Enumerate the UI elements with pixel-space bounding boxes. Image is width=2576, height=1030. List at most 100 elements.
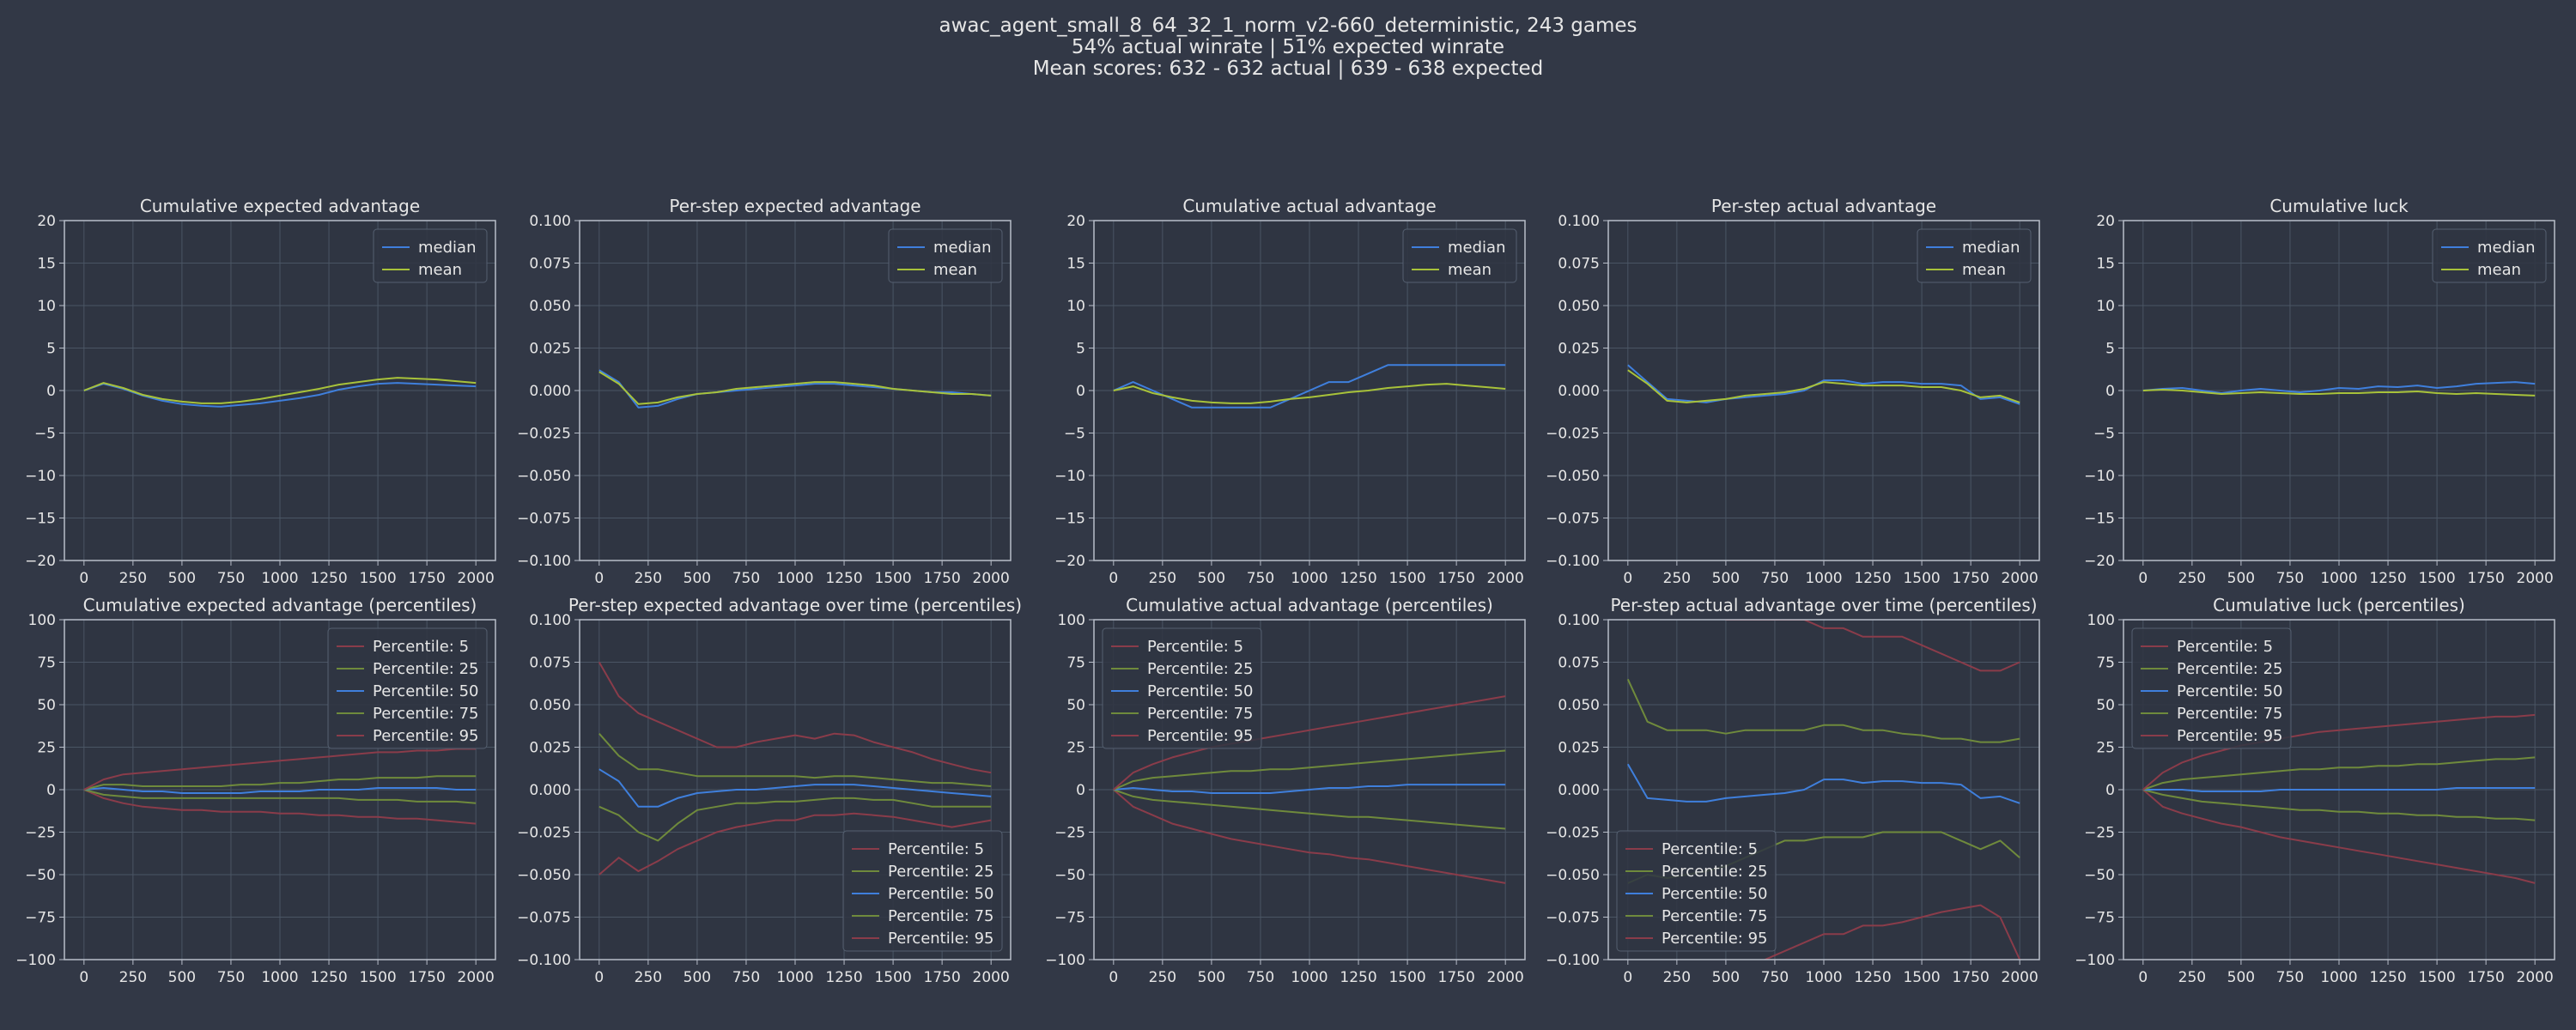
legend-label: Percentile: 50	[1662, 885, 1768, 903]
series-line-median	[2142, 381, 2536, 394]
y-tick-label: −0.100	[517, 553, 571, 570]
legend-label: Percentile: 5	[1147, 638, 1243, 656]
legend-label: Percentile: 5	[373, 638, 469, 656]
y-tick-label: −50	[2084, 867, 2115, 884]
subplot-8: 0 250 500 750 1000 1250 1500 1750 20001007550250…	[1045, 595, 1526, 986]
y-tick-label: 10	[37, 298, 56, 315]
y-tick-label: −0.100	[517, 952, 571, 969]
x-tick-label: 1750	[1438, 570, 1475, 587]
series-lines	[1113, 364, 1506, 409]
x-tick-label: 1500	[2418, 969, 2455, 986]
y-tick-label: −5	[2093, 426, 2115, 443]
y-tick-label: 0	[2105, 782, 2115, 799]
y-tick-label: 0.075	[1558, 256, 1600, 273]
x-tick-label: 1750	[409, 969, 446, 986]
x-tick-label: 1250	[2369, 570, 2406, 587]
x-tick-label: 1000	[1805, 570, 1842, 587]
y-tick-label: −0.025	[1546, 426, 1600, 443]
y-tick-label: 15	[37, 256, 56, 273]
x-tick-label: 750	[1761, 969, 1789, 986]
series-line-mean	[1113, 383, 1506, 404]
x-tick-label: 1500	[1388, 969, 1425, 986]
y-tick-label: 0.100	[1558, 213, 1600, 230]
x-tick-label: 1250	[825, 570, 862, 587]
x-tick-label: 1250	[1340, 969, 1376, 986]
series-line-percentile-75	[1113, 749, 1506, 791]
subplot-title: Cumulative actual advantage (percentiles…	[1126, 595, 1493, 615]
y-tick-label: −5	[1064, 426, 1085, 443]
y-tick-label: −0.075	[517, 910, 571, 927]
x-tick-label: 500	[1712, 969, 1740, 986]
y-tick-label: 0.000	[1558, 782, 1600, 799]
series-line-mean	[598, 371, 992, 405]
y-tick-label: −0.050	[517, 468, 571, 485]
x-tick-label: 1250	[310, 570, 347, 587]
series-lines	[83, 377, 477, 408]
x-tick-label: 0	[1109, 570, 1118, 587]
legend: median mean	[888, 228, 1003, 283]
x-tick-label: 1250	[825, 969, 862, 986]
legend-label: Percentile: 5	[2177, 638, 2273, 656]
legend: Percentile: 5 Percentile: 25 Percentile: 5…	[327, 627, 488, 749]
y-tick-label: 100	[2087, 612, 2115, 629]
x-tick-label: 0	[594, 969, 604, 986]
x-tick-label: 250	[2178, 969, 2206, 986]
legend-label: Percentile: 95	[2177, 727, 2283, 745]
y-tick-label: −0.050	[1546, 468, 1600, 485]
x-tick-label: 1000	[2320, 969, 2357, 986]
y-tick-label: −15	[25, 511, 56, 528]
x-tick-label: 0	[1623, 969, 1632, 986]
subplot-6: 0 250 500 750 1000 1250 1500 1750 20001007550250…	[15, 595, 496, 986]
y-tick-label: −20	[25, 553, 56, 570]
series-line-percentile-75	[1626, 678, 2020, 743]
y-tick-label: −10	[2084, 468, 2115, 485]
series-line-percentile-50	[2142, 787, 2536, 792]
x-tick-label: 2000	[458, 570, 495, 587]
y-tick-label: 20	[1066, 213, 1085, 230]
y-tick-label: 25	[1066, 740, 1085, 757]
y-tick-label: 15	[2096, 256, 2115, 273]
axes-frame	[579, 619, 1012, 960]
y-tick-label: 20	[37, 213, 56, 230]
axes-frame	[1093, 220, 1526, 561]
y-tick-label: 0.025	[1558, 740, 1600, 757]
y-tick-label: 20	[2096, 213, 2115, 230]
legend-label: Percentile: 95	[1662, 930, 1768, 948]
legend-box	[2131, 627, 2292, 749]
series-lines	[83, 748, 477, 825]
y-tick-label: −20	[1054, 553, 1085, 570]
x-tick-label: 1750	[924, 570, 961, 587]
legend-label: Percentile: 5	[1662, 840, 1758, 858]
figure-title-line-1: awac_agent_small_8_64_32_1_norm_v2-660_d…	[939, 15, 1637, 37]
legend-label: Percentile: 25	[373, 660, 479, 678]
legend-label: mean	[418, 261, 462, 279]
x-tick-label: 2000	[973, 570, 1010, 587]
x-tick-label: 0	[594, 570, 604, 587]
legend-label: mean	[1962, 261, 2006, 279]
y-tick-label: −75	[25, 910, 56, 927]
series-lines	[2142, 713, 2536, 884]
legend-box	[1616, 830, 1777, 952]
x-tick-label: 750	[1761, 570, 1789, 587]
x-tick-label: 1500	[1903, 969, 1940, 986]
y-tick-label: 75	[37, 655, 56, 672]
legend-label: median	[2477, 239, 2535, 257]
x-tick-label: 500	[1198, 570, 1225, 587]
y-tick-label: −0.050	[517, 867, 571, 884]
y-tick-label: −25	[25, 825, 56, 842]
y-tick-label: 0.025	[529, 341, 571, 358]
y-tick-label: 25	[37, 740, 56, 757]
x-tick-label: 1500	[1388, 570, 1425, 587]
legend-label: Percentile: 25	[2177, 660, 2283, 678]
x-tick-label: 1500	[874, 570, 911, 587]
x-tick-label: 1250	[310, 969, 347, 986]
x-tick-label: 750	[732, 969, 760, 986]
x-tick-label: 250	[119, 570, 147, 587]
x-tick-label: 250	[1149, 969, 1176, 986]
axes-frame	[1607, 220, 2040, 561]
y-tick-label: −10	[25, 468, 56, 485]
y-tick-label: 100	[1058, 612, 1085, 629]
x-tick-label: 250	[635, 969, 662, 986]
subplot-3: 0 250 500 750 1000 1250 1500 1750 2000 20 15 10 5 0 −5…	[1054, 196, 1526, 587]
y-tick-label: 15	[1066, 256, 1085, 273]
